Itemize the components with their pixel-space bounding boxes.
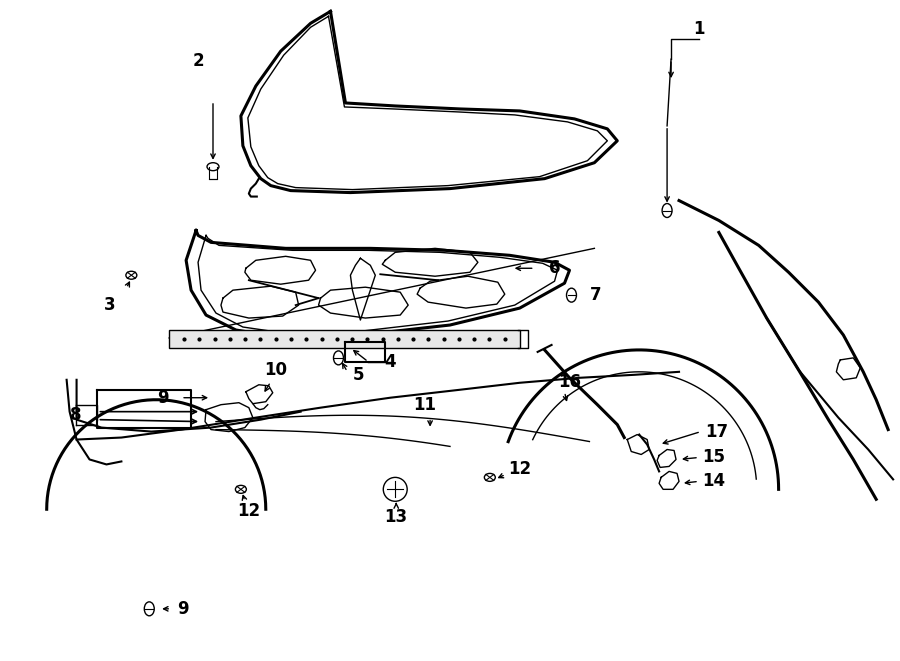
Text: 5: 5: [353, 366, 364, 384]
Text: 13: 13: [384, 508, 408, 526]
Ellipse shape: [144, 602, 154, 616]
Text: 1: 1: [693, 20, 705, 38]
Text: 6: 6: [549, 259, 561, 277]
Circle shape: [383, 477, 407, 501]
Ellipse shape: [484, 473, 495, 481]
Bar: [169, 330, 519, 348]
Ellipse shape: [662, 204, 672, 217]
Text: 11: 11: [414, 396, 436, 414]
Text: 17: 17: [706, 422, 728, 441]
Text: 4: 4: [384, 353, 396, 371]
Text: 2: 2: [193, 52, 204, 70]
Text: 9: 9: [177, 600, 189, 618]
Ellipse shape: [334, 351, 344, 365]
Ellipse shape: [236, 485, 247, 493]
Text: 12: 12: [508, 461, 531, 479]
Text: 3: 3: [104, 296, 115, 314]
Text: 16: 16: [558, 373, 581, 391]
Text: 14: 14: [702, 473, 725, 490]
Ellipse shape: [566, 288, 577, 302]
Text: 15: 15: [702, 448, 725, 467]
Ellipse shape: [126, 271, 137, 279]
Text: 9: 9: [158, 389, 169, 407]
Text: 12: 12: [238, 502, 260, 520]
Text: 10: 10: [265, 361, 287, 379]
Text: 8: 8: [70, 406, 81, 424]
Ellipse shape: [207, 163, 219, 171]
Text: 7: 7: [590, 286, 601, 304]
